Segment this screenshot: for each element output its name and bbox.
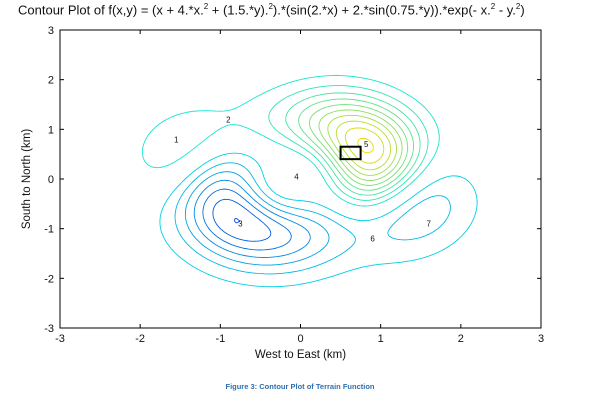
y-tick-label: -3 bbox=[44, 323, 54, 335]
axis-ticks: -3 -2 -1 0 1 2 3 -3 -2 -1 0 1 2 3 bbox=[44, 25, 544, 345]
x-axis-label: West to East (km) bbox=[255, 349, 346, 361]
y-tick-label: -2 bbox=[44, 273, 54, 285]
figure-caption: Figure 3: Contour Plot of Terrain Functi… bbox=[0, 382, 600, 391]
x-tick-label: -3 bbox=[55, 333, 65, 345]
contour-plot: -3 -2 -1 0 1 2 3 -3 -2 -1 0 1 2 3 1 2 3 4 5 6 7 West to Eas… bbox=[0, 0, 600, 380]
contour-line bbox=[194, 180, 310, 257]
y-tick-label: -1 bbox=[44, 224, 54, 236]
y-tick-label: 2 bbox=[48, 75, 54, 87]
x-tick-label: -1 bbox=[215, 333, 225, 345]
axes-frame bbox=[60, 30, 541, 328]
point-label-6: 6 bbox=[370, 235, 375, 244]
contour-line bbox=[328, 115, 397, 175]
x-tick-label: 2 bbox=[458, 333, 464, 345]
point-label-2: 2 bbox=[226, 115, 231, 124]
x-tick-label: 3 bbox=[538, 333, 544, 345]
contour-lines bbox=[142, 76, 477, 287]
contour-line bbox=[175, 163, 450, 274]
point-label-7: 7 bbox=[427, 220, 432, 229]
point-label-1: 1 bbox=[174, 135, 179, 144]
point-label-5: 5 bbox=[364, 140, 369, 149]
point-label-4: 4 bbox=[294, 173, 299, 182]
y-tick-label: 3 bbox=[48, 25, 54, 37]
y-tick-label: 0 bbox=[48, 174, 54, 186]
x-tick-label: 1 bbox=[378, 333, 384, 345]
y-axis-label: South to North (km) bbox=[21, 129, 33, 230]
y-tick-label: 1 bbox=[48, 124, 54, 136]
x-tick-label: 0 bbox=[297, 333, 303, 345]
x-tick-label: -2 bbox=[135, 333, 145, 345]
point-label-3: 3 bbox=[238, 220, 243, 229]
